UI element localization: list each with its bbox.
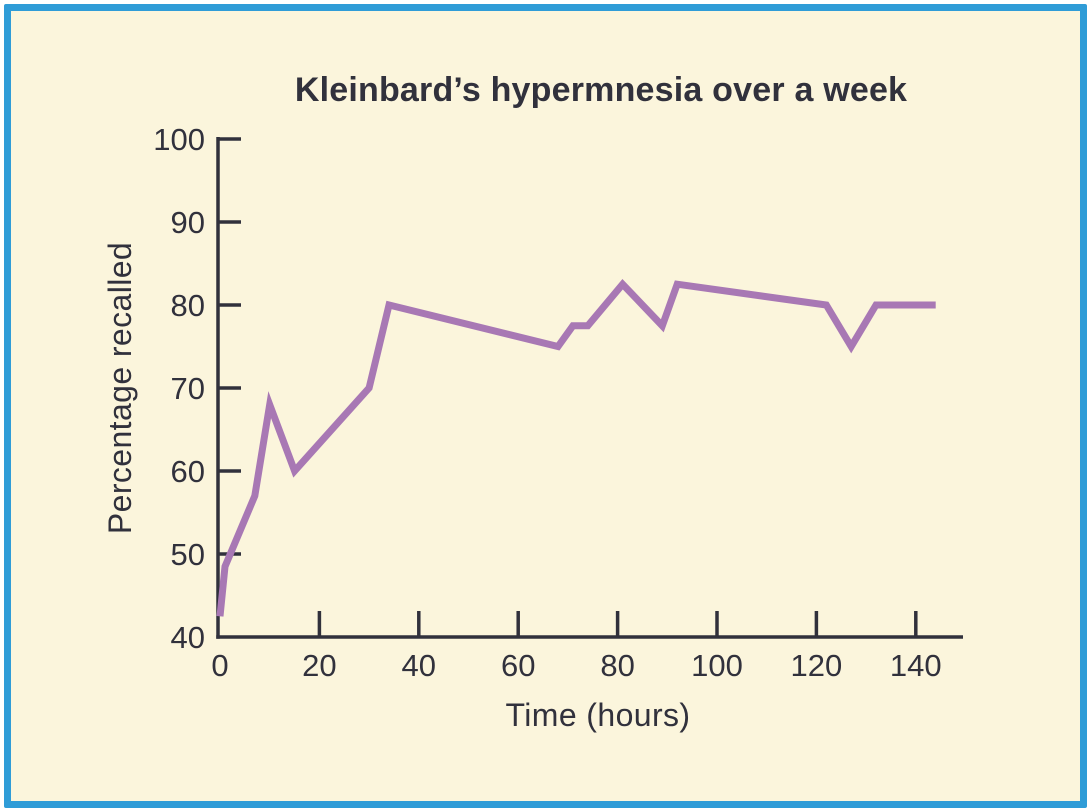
y-tick-label: 50 xyxy=(171,537,205,572)
x-tick-label: 120 xyxy=(791,648,843,683)
axes xyxy=(216,137,963,639)
x-tick-label: 100 xyxy=(691,648,743,683)
x-tick-label: 0 xyxy=(211,648,228,683)
y-tick-label: 40 xyxy=(171,620,205,655)
x-tick-label: 80 xyxy=(600,648,634,683)
x-axis-title: Time (hours) xyxy=(506,697,691,733)
x-axis-ticks: 0 20 40 60 80 100 120 140 xyxy=(211,611,942,683)
x-tick-label: 40 xyxy=(402,648,436,683)
y-tick-label: 60 xyxy=(171,454,205,489)
y-axis-title: Percentage recalled xyxy=(102,242,138,534)
y-tick-label: 90 xyxy=(171,205,205,240)
x-tick-label: 60 xyxy=(501,648,535,683)
figure-frame xyxy=(4,4,1087,808)
y-tick-label: 80 xyxy=(171,288,205,323)
y-tick-label: 70 xyxy=(171,371,205,406)
y-axis-ticks: 40 50 60 70 80 90 100 xyxy=(153,122,241,655)
chart-title: Kleinbard’s hypermnesia over a week xyxy=(295,71,907,109)
x-tick-label: 140 xyxy=(890,648,942,683)
data-series-line xyxy=(216,278,936,617)
x-tick-label: 20 xyxy=(302,648,336,683)
y-tick-label: 100 xyxy=(153,122,205,157)
